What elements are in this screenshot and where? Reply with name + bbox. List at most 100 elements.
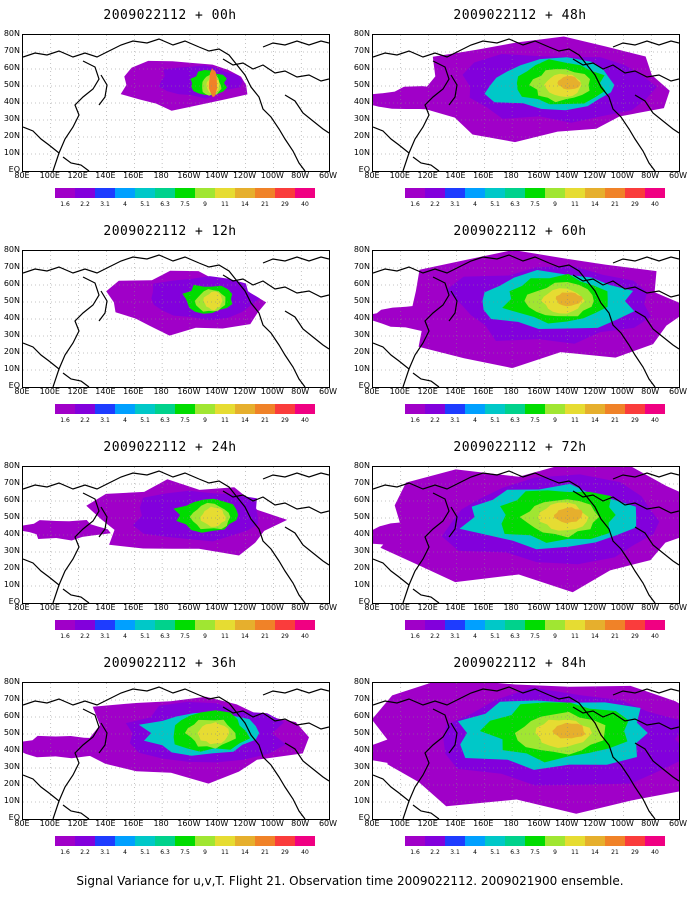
- latitude-label: 40N: [3, 745, 20, 754]
- coastline: [612, 472, 679, 480]
- field-contour-6: [200, 506, 226, 527]
- longitude-label: 160E: [473, 819, 494, 828]
- colorbar-swatch: [565, 188, 585, 198]
- forecast-panel: 2009022112 + 60h 80N 70N 60N 50N 40N 30N 20N 10N…: [350, 224, 690, 439]
- colorbar-swatch: [445, 620, 465, 630]
- longitude-label: 160E: [123, 819, 144, 828]
- longitude-label: 140E: [445, 603, 466, 612]
- colorbar-level-label: 11: [571, 849, 579, 856]
- longitude-label: 160E: [123, 603, 144, 612]
- colorbar-swatch: [505, 836, 525, 846]
- longitude-label: 60W: [668, 819, 688, 828]
- colorbar-level-label: 5.1: [490, 633, 500, 640]
- coastline: [98, 290, 108, 322]
- longitude-label: 120W: [582, 603, 607, 612]
- colorbar-level-label: 1.6: [60, 201, 70, 208]
- longitude-label: 100W: [610, 171, 634, 180]
- latitude-label: 30N: [353, 114, 370, 123]
- coastline: [284, 526, 329, 566]
- coastline: [634, 526, 679, 566]
- latitude-label: 30N: [353, 546, 370, 555]
- coastline: [23, 686, 200, 706]
- colorbar-swatch: [235, 620, 255, 630]
- longitude-label: 180: [503, 819, 519, 828]
- colorbar-level-label: 3.1: [100, 417, 110, 424]
- coastline: [548, 694, 656, 819]
- latitude-label: 60N: [3, 711, 20, 720]
- colorbar-level-label: 3.1: [450, 849, 460, 856]
- latitude-label: 50N: [3, 512, 20, 521]
- field-contour-7: [555, 292, 583, 307]
- coastline: [373, 38, 550, 58]
- longitude-label: 160E: [123, 387, 144, 396]
- colorbar-swatch: [525, 188, 545, 198]
- coastline: [222, 490, 329, 514]
- colorbar-swatch: [525, 620, 545, 630]
- colorbar-swatch: [115, 836, 135, 846]
- coastline: [52, 276, 100, 387]
- colorbar-level-label: 40: [651, 849, 659, 856]
- colorbar-level-label: 14: [241, 417, 249, 424]
- coastline: [373, 254, 550, 274]
- colorbar-swatch: [605, 836, 625, 846]
- field-contour-west: [373, 86, 459, 110]
- colorbar-swatch: [115, 188, 135, 198]
- latitude-label: 40N: [3, 313, 20, 322]
- map-frame: [22, 682, 330, 820]
- latitude-label: 50N: [353, 296, 370, 305]
- latitude-label: 70N: [3, 478, 20, 487]
- colorbar-swatch: [95, 836, 115, 846]
- latitude-label: 80N: [353, 245, 370, 254]
- colorbar-level-label: 21: [261, 633, 269, 640]
- coastline: [62, 156, 90, 171]
- longitude-label: 80E: [14, 819, 30, 828]
- colorbar-swatch: [155, 620, 175, 630]
- coastline: [262, 40, 329, 48]
- panel-title: 2009022112 + 12h: [103, 224, 237, 239]
- panel-title: 2009022112 + 36h: [103, 656, 237, 671]
- colorbar-level-label: 6.3: [510, 849, 520, 856]
- colorbar-level-label: 21: [261, 201, 269, 208]
- longitude-label: 140W: [205, 387, 229, 396]
- colorbar-swatch: [505, 404, 525, 414]
- longitude-label: 160W: [527, 387, 551, 396]
- colorbar-level-label: 29: [281, 849, 289, 856]
- latitude-label: 60N: [353, 63, 370, 72]
- coastline: [572, 490, 679, 514]
- colorbar-swatch: [95, 404, 115, 414]
- forecast-panel: 2009022112 + 36h 80N 70N 60N 50N 40N 30N 20N 10N…: [0, 656, 340, 871]
- colorbar-level-label: 1.6: [60, 633, 70, 640]
- colorbar-swatch: [175, 620, 195, 630]
- coastline: [23, 38, 200, 58]
- map-frame: [22, 34, 330, 172]
- colorbar-level-label: 11: [571, 417, 579, 424]
- forecast-panel: 2009022112 + 84h 80N 70N 60N 50N 40N 30N 20N 10N…: [350, 656, 690, 871]
- colorbar-level-label: 21: [261, 417, 269, 424]
- colorbar-level-label: 6.3: [160, 417, 170, 424]
- colorbar-level-label: 5.1: [490, 849, 500, 856]
- colorbar-level-label: 2.2: [80, 417, 90, 424]
- latitude-label: 70N: [3, 46, 20, 55]
- colorbar-level-label: 7.5: [530, 849, 540, 856]
- colorbar-swatch: [545, 188, 565, 198]
- colorbar-level-label: 7.5: [530, 417, 540, 424]
- coastline: [448, 506, 458, 538]
- colorbar-level-label: 1.6: [60, 849, 70, 856]
- colorbar-level-label: 40: [301, 417, 309, 424]
- colorbar-swatch: [485, 188, 505, 198]
- colorbar-swatch: [75, 836, 95, 846]
- colorbar-level-label: 3.1: [450, 201, 460, 208]
- latitude-label: 30N: [353, 330, 370, 339]
- longitude-label: 140E: [95, 171, 116, 180]
- colorbar-level-label: 4: [123, 417, 127, 424]
- longitude-label: 140W: [205, 171, 229, 180]
- colorbar-level-label: 1.6: [410, 201, 420, 208]
- colorbar-level-label: 3.1: [450, 417, 460, 424]
- coastline: [448, 74, 458, 106]
- coastline: [612, 256, 679, 264]
- colorbar-level-label: 11: [571, 633, 579, 640]
- colorbar-level-label: 7.5: [530, 201, 540, 208]
- latitude-label: 50N: [353, 512, 370, 521]
- coastline: [373, 558, 410, 586]
- colorbar-swatch: [505, 620, 525, 630]
